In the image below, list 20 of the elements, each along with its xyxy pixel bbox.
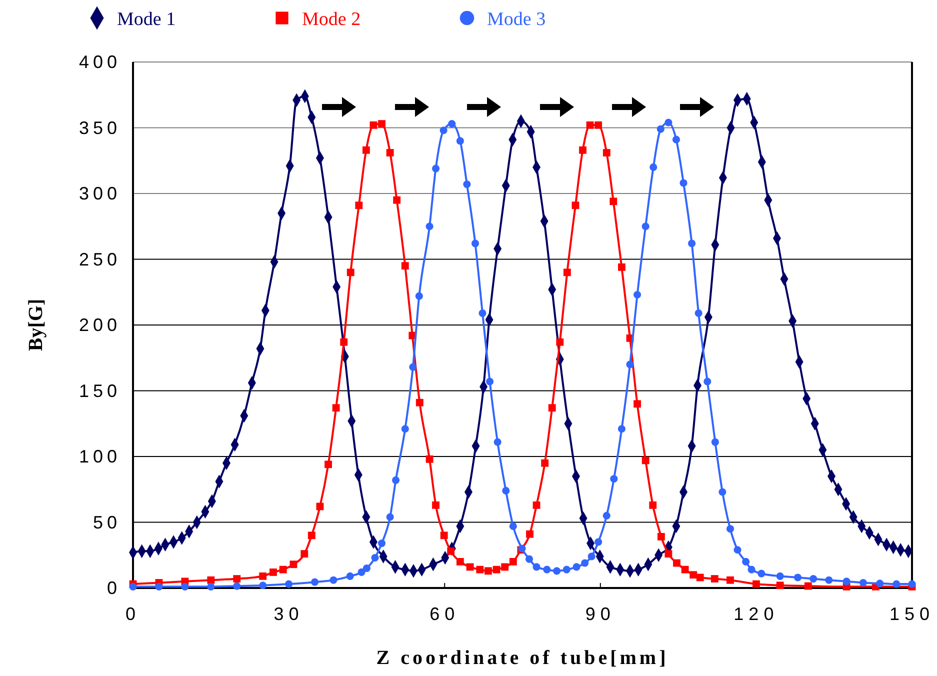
x-tick-label: 150: [889, 604, 935, 624]
y-tick-label: 0: [106, 578, 121, 598]
x-tick-label: 0: [125, 604, 141, 624]
legend-label: Mode 1: [117, 9, 176, 30]
x-tick-label: 60: [430, 604, 460, 624]
y-tick-label: 100: [78, 446, 121, 466]
x-tick-label: 120: [734, 604, 779, 624]
y-tick-label: 350: [78, 118, 121, 138]
x-axis-title: Z coordinate of tube[mm]: [376, 647, 669, 669]
y-tick-label: 250: [78, 249, 121, 270]
y-tick-label: 400: [78, 52, 121, 72]
legend-label: Mode 3: [487, 9, 546, 30]
y-tick-label: 300: [78, 184, 121, 204]
y-tick-label: 200: [78, 315, 121, 335]
y-axis-title: By[G]: [25, 298, 47, 352]
y-tick-label: 50: [92, 512, 121, 532]
y-tick-label: 150: [78, 380, 121, 401]
legend-label: Mode 2: [302, 9, 361, 30]
x-tick-label: 30: [274, 604, 304, 624]
x-tick-label: 90: [585, 604, 616, 624]
